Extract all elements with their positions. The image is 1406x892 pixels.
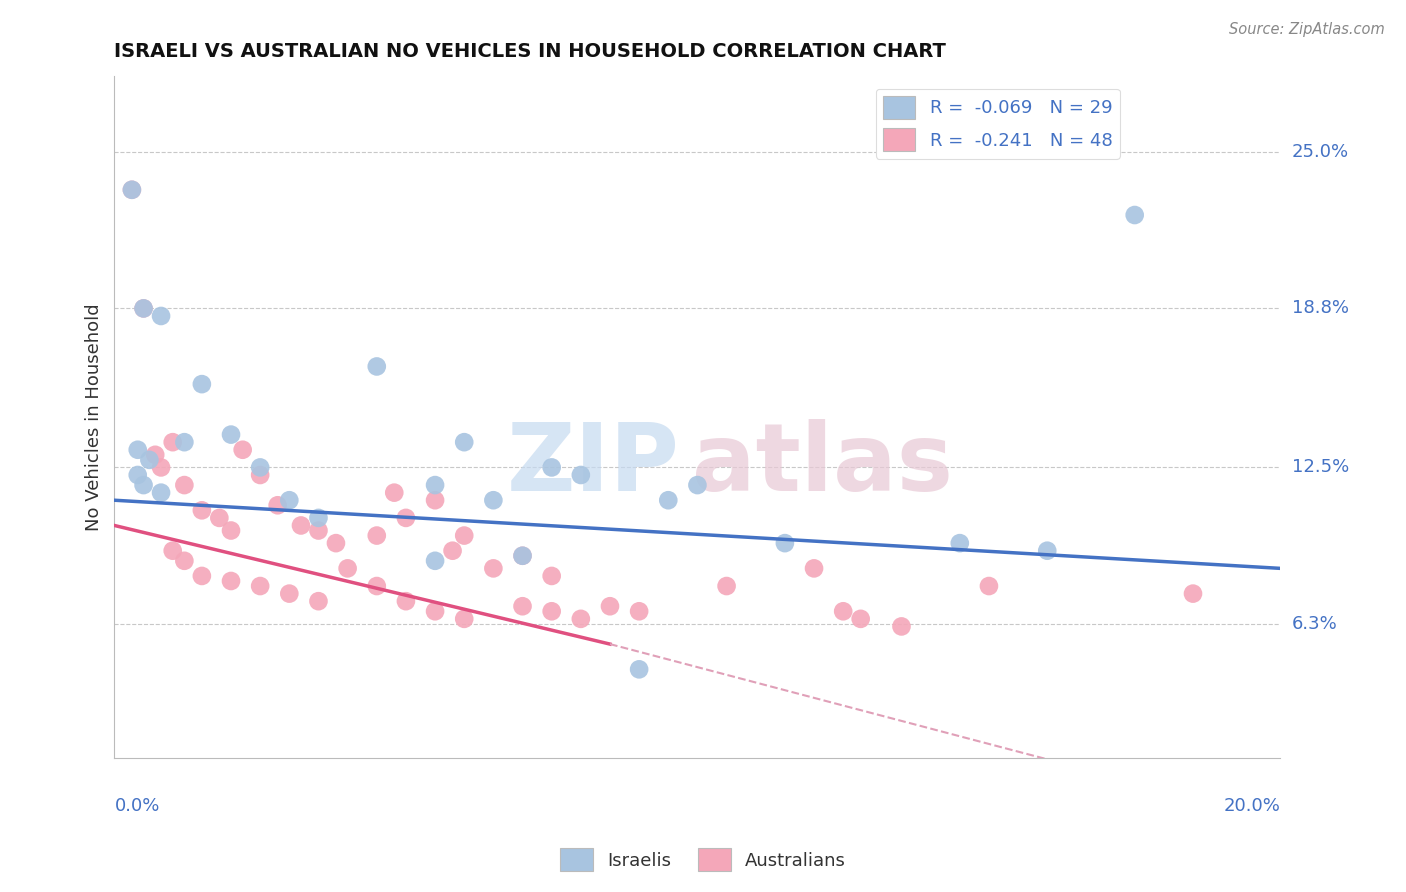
Point: [569, 467, 592, 482]
Legend: Israelis, Australians: Israelis, Australians: [553, 841, 853, 879]
Text: 20.0%: 20.0%: [1223, 797, 1281, 814]
Point: [249, 579, 271, 593]
Point: [453, 612, 475, 626]
Point: [132, 301, 155, 316]
Point: [278, 493, 301, 508]
Point: [162, 435, 184, 450]
Legend: R =  -0.069   N = 29, R =  -0.241   N = 48: R = -0.069 N = 29, R = -0.241 N = 48: [876, 88, 1119, 159]
Text: 12.5%: 12.5%: [1292, 458, 1348, 476]
Point: [441, 543, 464, 558]
Point: [219, 524, 242, 538]
Point: [249, 467, 271, 482]
Point: [143, 448, 166, 462]
Point: [121, 183, 143, 197]
Point: [336, 561, 359, 575]
Point: [173, 435, 195, 450]
Point: [849, 612, 872, 626]
Point: [453, 528, 475, 542]
Point: [1182, 586, 1205, 600]
Point: [540, 604, 562, 618]
Point: [132, 478, 155, 492]
Point: [423, 478, 446, 492]
Point: [512, 599, 534, 614]
Point: [423, 493, 446, 508]
Point: [219, 427, 242, 442]
Point: [121, 183, 143, 197]
Point: [569, 612, 592, 626]
Point: [482, 493, 505, 508]
Point: [132, 301, 155, 316]
Point: [599, 599, 621, 614]
Point: [266, 498, 288, 512]
Point: [366, 359, 388, 374]
Point: [628, 604, 651, 618]
Point: [382, 485, 405, 500]
Point: [127, 467, 149, 482]
Point: [686, 478, 709, 492]
Text: Source: ZipAtlas.com: Source: ZipAtlas.com: [1229, 22, 1385, 37]
Point: [249, 460, 271, 475]
Point: [1036, 543, 1059, 558]
Text: atlas: atlas: [692, 418, 953, 510]
Point: [977, 579, 1000, 593]
Point: [127, 442, 149, 457]
Point: [325, 536, 347, 550]
Point: [540, 460, 562, 475]
Point: [773, 536, 796, 550]
Point: [395, 511, 418, 525]
Point: [232, 442, 254, 457]
Point: [540, 569, 562, 583]
Point: [308, 594, 330, 608]
Text: 25.0%: 25.0%: [1292, 143, 1348, 161]
Point: [173, 554, 195, 568]
Text: 18.8%: 18.8%: [1292, 300, 1348, 318]
Point: [150, 485, 173, 500]
Point: [150, 309, 173, 323]
Point: [366, 528, 388, 542]
Point: [453, 435, 475, 450]
Point: [162, 543, 184, 558]
Point: [191, 569, 214, 583]
Point: [278, 586, 301, 600]
Point: [208, 511, 231, 525]
Point: [1123, 208, 1146, 222]
Point: [949, 536, 972, 550]
Point: [803, 561, 825, 575]
Point: [512, 549, 534, 563]
Point: [150, 460, 173, 475]
Point: [308, 524, 330, 538]
Point: [482, 561, 505, 575]
Text: 6.3%: 6.3%: [1292, 615, 1337, 633]
Point: [832, 604, 855, 618]
Y-axis label: No Vehicles in Household: No Vehicles in Household: [86, 303, 103, 531]
Point: [308, 511, 330, 525]
Point: [173, 478, 195, 492]
Point: [138, 453, 160, 467]
Point: [423, 604, 446, 618]
Point: [890, 619, 912, 633]
Point: [191, 377, 214, 392]
Text: ISRAELI VS AUSTRALIAN NO VEHICLES IN HOUSEHOLD CORRELATION CHART: ISRAELI VS AUSTRALIAN NO VEHICLES IN HOU…: [114, 42, 946, 61]
Point: [191, 503, 214, 517]
Text: 0.0%: 0.0%: [114, 797, 160, 814]
Point: [395, 594, 418, 608]
Text: ZIP: ZIP: [508, 418, 681, 510]
Point: [628, 662, 651, 676]
Point: [716, 579, 738, 593]
Point: [290, 518, 312, 533]
Point: [423, 554, 446, 568]
Point: [512, 549, 534, 563]
Point: [657, 493, 679, 508]
Point: [366, 579, 388, 593]
Point: [219, 574, 242, 588]
